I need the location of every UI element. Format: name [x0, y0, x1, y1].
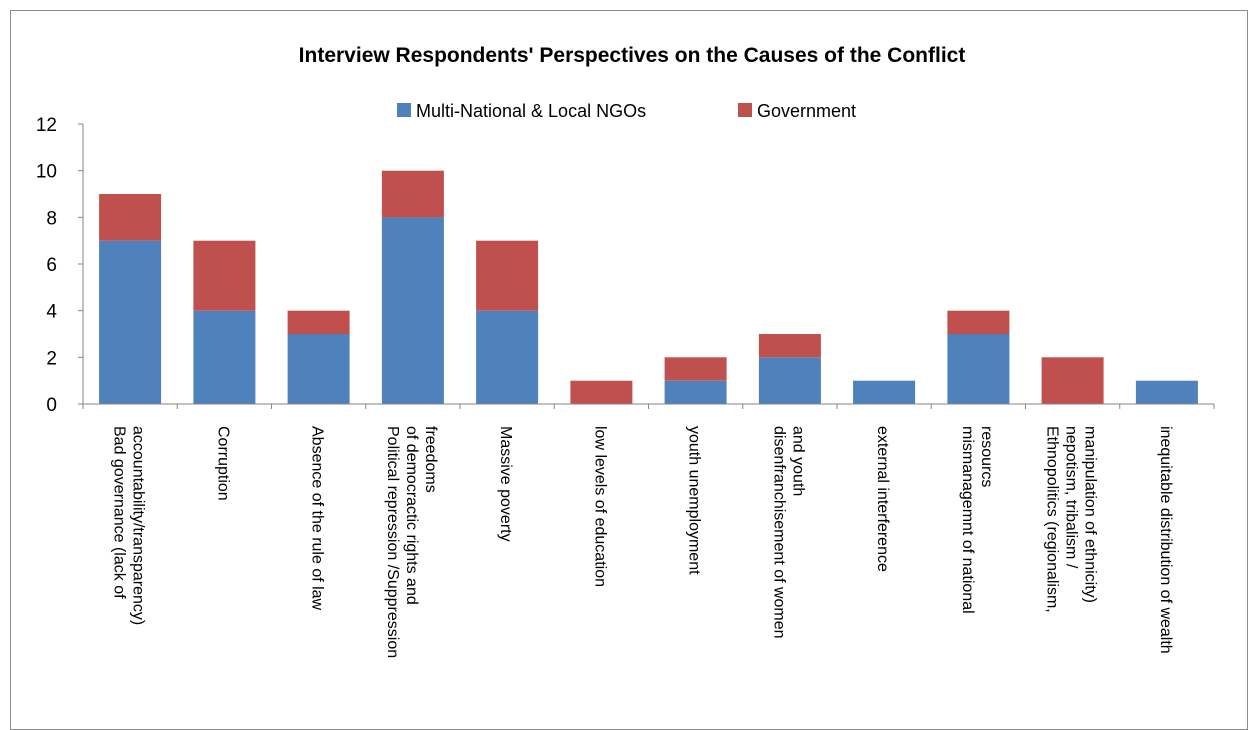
- category-label-line: low levels of education: [591, 426, 608, 587]
- category-label: external interference: [874, 426, 891, 572]
- category-label-line: youth unemployment: [686, 426, 703, 575]
- legend-label-government: Government: [757, 101, 856, 121]
- category-label-line: disenfranchisement of women: [770, 426, 787, 639]
- y-tick-label: 12: [36, 115, 57, 136]
- bar-government: [193, 240, 256, 311]
- bar-ngos: [476, 310, 539, 404]
- category-label-line: mismanagemnt of national: [959, 426, 976, 614]
- bar-government: [947, 310, 1010, 334]
- category-label: mismanagemnt of national resourcs: [959, 426, 995, 614]
- category-label-line: Ethnopolitics (regionalism,: [1044, 426, 1061, 613]
- category-label-line: accountability/transparency): [130, 426, 147, 625]
- bars: [99, 170, 1198, 404]
- category-label-line: Political repression /Suppression: [384, 426, 401, 658]
- category-label: Political repression /Suppression of demo…: [384, 426, 439, 658]
- y-tick-label: 8: [46, 208, 57, 229]
- bar-ngos: [1135, 380, 1198, 404]
- bar-ngos: [193, 310, 256, 404]
- category-label-line: and youth: [789, 426, 806, 496]
- y-tick-label: 10: [36, 162, 57, 183]
- y-tick-label: 0: [46, 395, 57, 416]
- bar-ngos: [381, 217, 444, 404]
- legend-label-ngos: Multi-National & Local NGOs: [416, 101, 646, 121]
- bar-government: [1041, 357, 1104, 404]
- category-label-line: Bad governance (lack of: [111, 426, 128, 599]
- category-label-line: manipulation of ethnicity): [1082, 426, 1099, 603]
- x-axis: [82, 403, 1215, 409]
- y-axis: 0 2 4 6 8 10 12: [36, 115, 84, 416]
- bar-ngos: [853, 380, 916, 404]
- bar-government: [381, 170, 444, 218]
- category-label-line: nepotism, tribalism /: [1063, 426, 1080, 569]
- bar-government: [570, 380, 633, 404]
- category-label-line: of democractic rights and: [403, 426, 420, 605]
- category-label-line: inequitable distribution of wealth: [1157, 426, 1174, 654]
- bar-government: [758, 334, 821, 358]
- category-label: Bad governance (lack of accountability/tr…: [111, 426, 147, 625]
- bar-ngos: [947, 334, 1010, 404]
- bar-government: [664, 357, 727, 381]
- category-label: low levels of education: [591, 426, 608, 587]
- y-tick-label: 6: [46, 255, 57, 276]
- category-label: disenfranchisement of women and youth: [770, 426, 806, 639]
- category-label: Massive poverty: [497, 426, 514, 542]
- category-label-line: external interference: [874, 426, 891, 572]
- category-label: Corruption: [214, 426, 231, 501]
- category-labels: Bad governance (lack of accountability/tr…: [111, 426, 1174, 658]
- category-label-line: Corruption: [214, 426, 231, 501]
- bar-government: [476, 240, 539, 311]
- bar-ngos: [287, 334, 350, 404]
- category-label: Ethnopolitics (regionalism, nepotism, tri…: [1044, 426, 1099, 613]
- bar-government: [99, 194, 162, 241]
- legend-swatch-government: [738, 103, 752, 117]
- legend-swatch-ngos: [397, 103, 411, 117]
- category-label: youth unemployment: [686, 426, 703, 575]
- category-label: Absence of the rule of law: [309, 426, 326, 611]
- bar-ngos: [99, 240, 162, 404]
- category-label-line: resourcs: [978, 426, 995, 487]
- category-label: inequitable distribution of wealth: [1157, 426, 1174, 654]
- bar-government: [287, 310, 350, 334]
- chart-title: Interview Respondents' Perspectives on t…: [299, 44, 966, 67]
- category-label-line: Massive poverty: [497, 426, 514, 542]
- y-tick-label: 4: [46, 302, 57, 323]
- legend: Multi-National & Local NGOs Government: [397, 101, 856, 121]
- y-tick-label: 2: [46, 348, 57, 369]
- category-label-line: freedoms: [422, 426, 439, 493]
- bar-ngos: [664, 380, 727, 404]
- bar-ngos: [758, 357, 821, 404]
- category-label-line: Absence of the rule of law: [309, 426, 326, 611]
